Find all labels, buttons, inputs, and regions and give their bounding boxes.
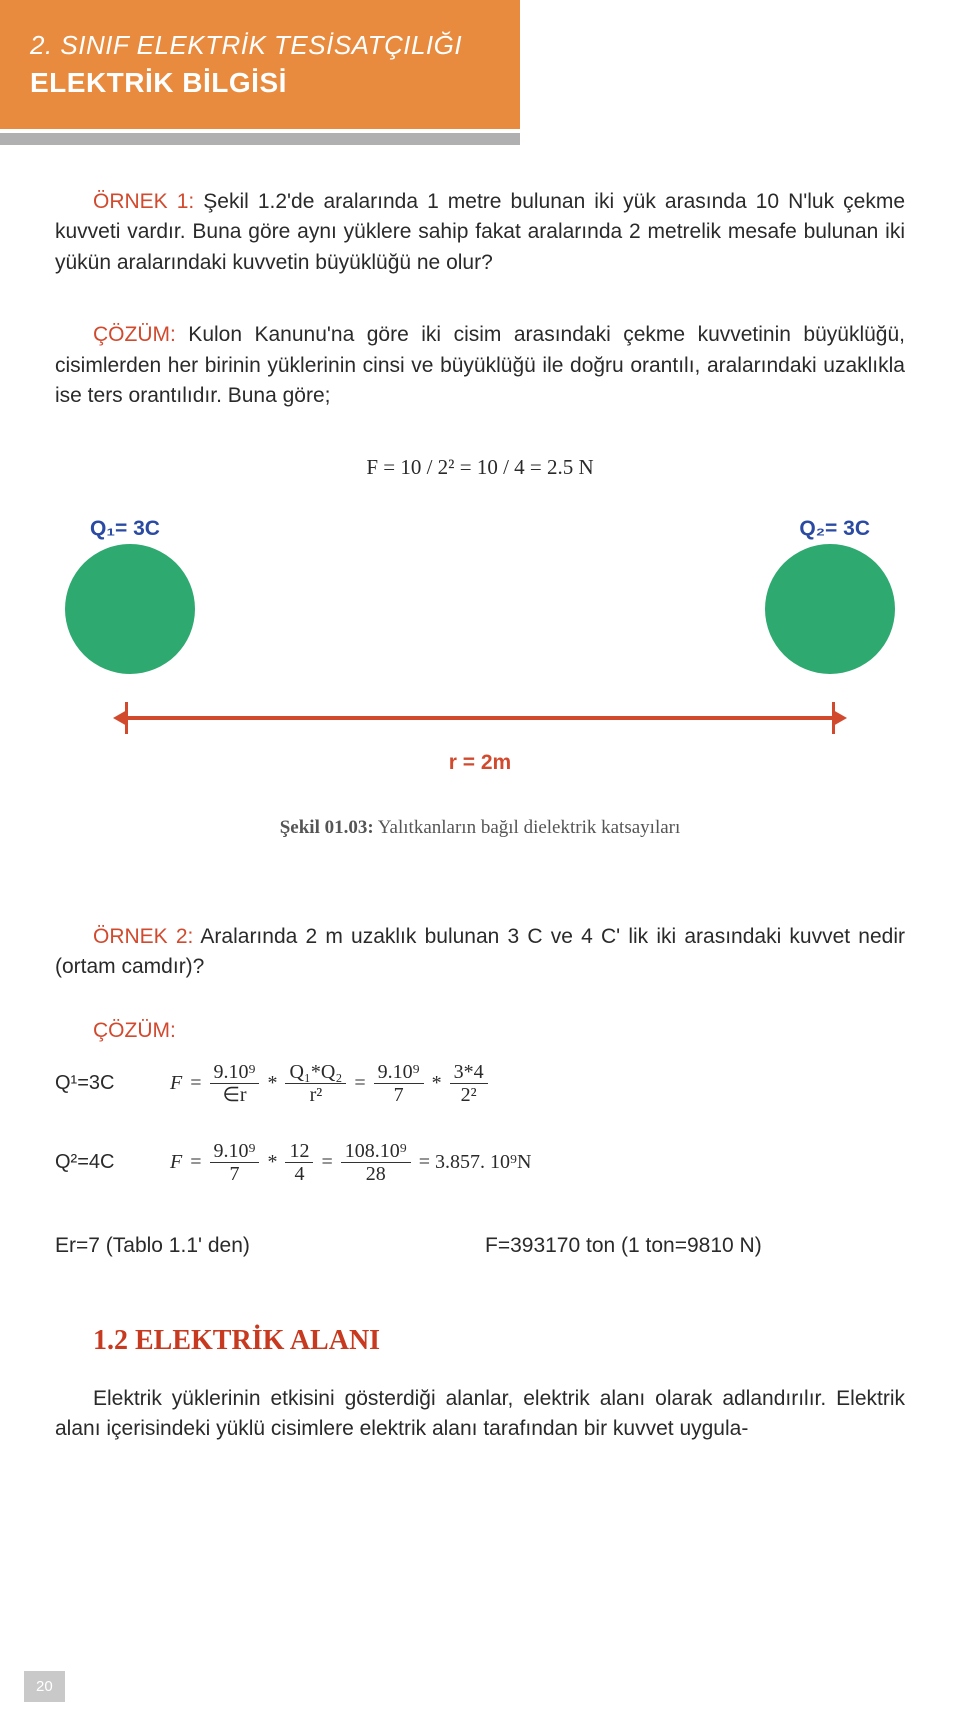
equation-row-2: Q²=4C F = 9.10⁹7 * 124 = 108.10⁹28 = 3.8… [55, 1140, 905, 1185]
q1-value: Q¹=3C [55, 1069, 170, 1098]
f2-d3: 28 [362, 1163, 390, 1185]
header-box: 2. SINIF ELEKTRİK TESİSATÇILIĞI ELEKTRİK… [0, 0, 520, 129]
equation-row-1: Q¹=3C F = 9.10⁹∈r * Q₁*Q₂r² = 9.10⁹7 * 3… [55, 1061, 905, 1106]
page-content: ÖRNEK 1: Şekil 1.2'de aralarında 1 metre… [0, 187, 960, 1445]
figure-caption: Şekil 01.03: Yalıtkanların bağıl dielekt… [55, 814, 905, 842]
distance-arrow-right [833, 710, 847, 726]
distance-bar [125, 716, 835, 720]
f2-n1: 9.10⁹ [210, 1140, 260, 1163]
section-title: 1.2 ELEKTRİK ALANI [55, 1321, 905, 1362]
f2-d1: 7 [225, 1163, 243, 1185]
f2-result: = 3.857. 10⁹N [419, 1148, 532, 1177]
distance-label: r = 2m [55, 748, 905, 778]
q1-label: Q₁= 3C [90, 514, 160, 544]
header-line1: 2. SINIF ELEKTRİK TESİSATÇILIĞI [30, 30, 490, 61]
section-text: Elektrik yüklerinin etkisini gösterdiği … [55, 1384, 905, 1445]
f2-d2: 4 [290, 1163, 308, 1185]
charge-circle-left [65, 544, 195, 674]
page-number: 20 [24, 1671, 65, 1702]
solution1-label: ÇÖZÜM: [93, 323, 176, 346]
example2-label: ÖRNEK 2: [93, 925, 193, 948]
figure-caption-bold: Şekil 01.03: [280, 817, 374, 838]
q2-value: Q²=4C [55, 1148, 170, 1177]
f2-n2: 12 [285, 1140, 313, 1163]
header-line2: ELEKTRİK BİLGİSİ [30, 67, 490, 99]
f1-d4: 2² [457, 1084, 481, 1106]
f1-n4: 3*4 [450, 1061, 488, 1084]
f1-d3: 7 [390, 1084, 408, 1106]
solution1-formula: F = 10 / 2² = 10 / 4 = 2.5 N [55, 452, 905, 482]
example1-paragraph: ÖRNEK 1: Şekil 1.2'de aralarında 1 metre… [55, 187, 905, 278]
solution1-text: Kulon Kanunu'na göre iki cisim arasındak… [55, 323, 905, 407]
f-result: F=393170 ton (1 ton=9810 N) [485, 1231, 762, 1261]
example1-label: ÖRNEK 1: [93, 190, 194, 213]
solution1-paragraph: ÇÖZÜM: Kulon Kanunu'na göre iki cisim ar… [55, 320, 905, 411]
header-underline [0, 133, 520, 145]
f1-n2: Q₁*Q₂ [285, 1061, 346, 1084]
formula-1: F = 9.10⁹∈r * Q₁*Q₂r² = 9.10⁹7 * 3*42² [170, 1061, 488, 1106]
f2-n3: 108.10⁹ [341, 1140, 411, 1163]
f1-n3: 9.10⁹ [374, 1061, 424, 1084]
result-row: Er=7 (Tablo 1.1' den) F=393170 ton (1 to… [55, 1231, 905, 1261]
er-value: Er=7 (Tablo 1.1' den) [55, 1231, 485, 1261]
f1-d2: r² [306, 1084, 327, 1106]
solution2-block: ÇÖZÜM: Q¹=3C F = 9.10⁹∈r * Q₁*Q₂r² = 9.1… [55, 1016, 905, 1261]
formula-2: F = 9.10⁹7 * 124 = 108.10⁹28 = 3.857. 10… [170, 1140, 531, 1185]
figure-caption-rest: Yalıtkanların bağıl dielektrik katsayıla… [374, 817, 681, 838]
formula-F2: F [170, 1148, 182, 1177]
coulomb-diagram: Q₁= 3C Q₂= 3C r = 2m [55, 506, 905, 796]
formula-F: F [170, 1069, 182, 1098]
charge-circle-right [765, 544, 895, 674]
q2-label: Q₂= 3C [799, 514, 870, 544]
example2-paragraph: ÖRNEK 2: Aralarında 2 m uzaklık bulunan … [55, 922, 905, 983]
solution2-label: ÇÖZÜM: [55, 1016, 905, 1046]
f1-d1: ∈r [218, 1084, 250, 1106]
f1-n1: 9.10⁹ [210, 1061, 260, 1084]
